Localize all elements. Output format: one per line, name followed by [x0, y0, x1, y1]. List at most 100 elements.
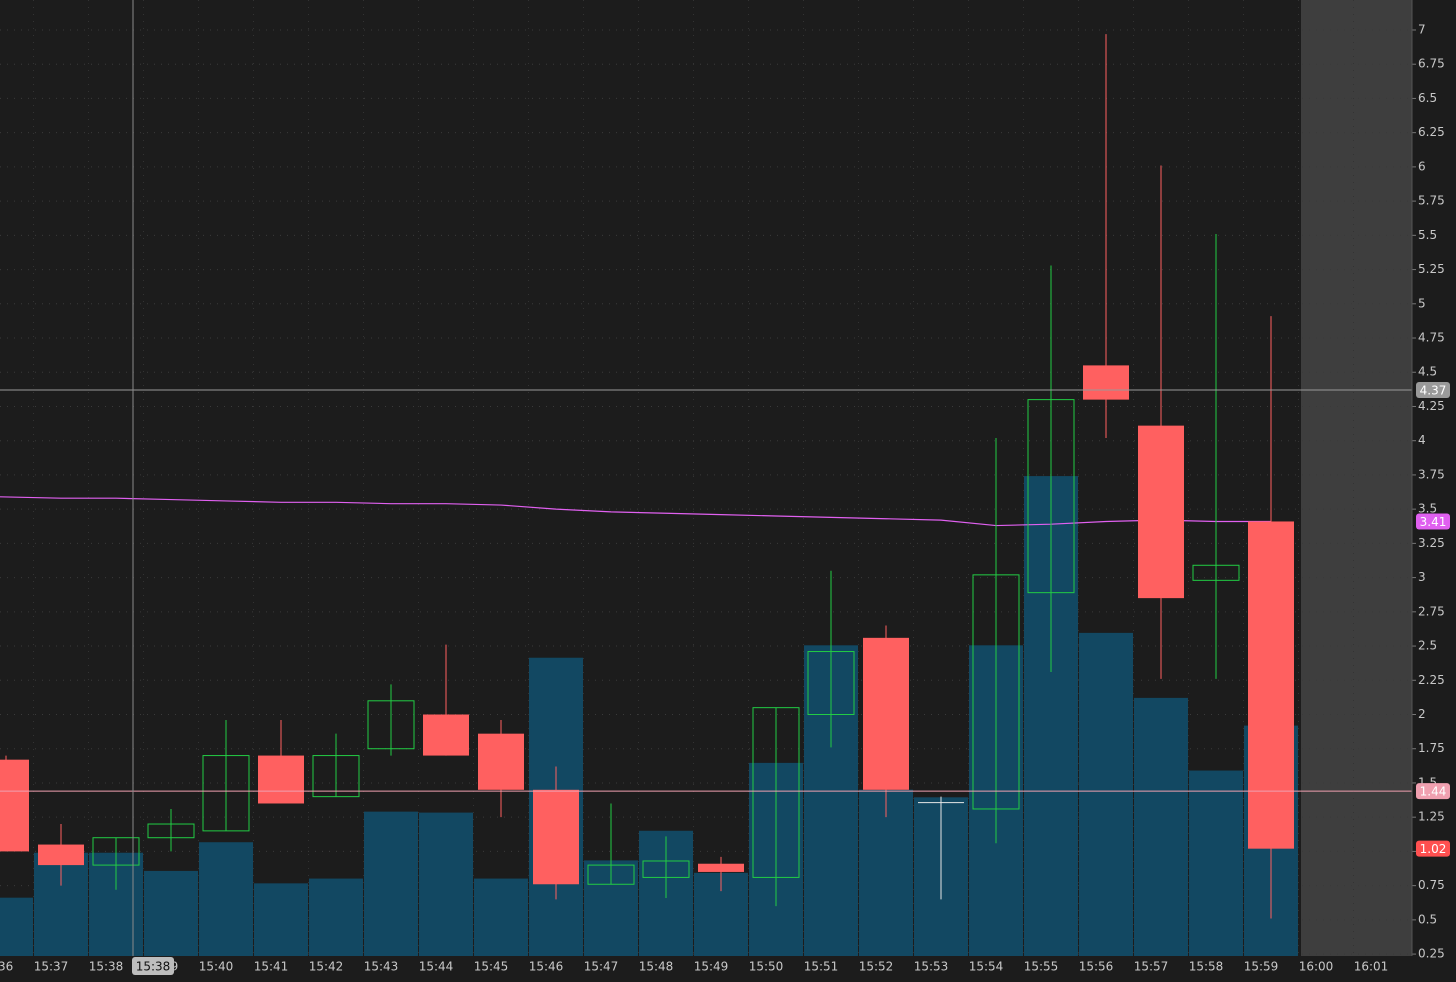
x-tick-label: 15:43 — [364, 960, 399, 974]
x-tick-label: 15:49 — [694, 960, 729, 974]
y-tick-label: 5.75 — [1418, 194, 1445, 208]
candle-body — [698, 863, 744, 872]
after-hours-zone — [1301, 0, 1412, 956]
price-label: 1.02 — [1420, 842, 1447, 856]
x-tick-label: 15:44 — [419, 960, 454, 974]
y-tick-label: 6 — [1418, 159, 1426, 173]
y-tick-label: 4.25 — [1418, 399, 1445, 413]
x-tick-label: 15:59 — [1244, 960, 1279, 974]
vwap-line — [0, 496, 1271, 527]
y-tick-label: 4.75 — [1418, 331, 1445, 345]
x-tick-label: 15:45 — [474, 960, 509, 974]
x-tick-label: 15:55 — [1024, 960, 1059, 974]
candle-body — [38, 844, 84, 866]
candle-body — [752, 707, 800, 878]
x-tick-label: 16:00 — [1299, 960, 1334, 974]
x-tick-label: 15:41 — [254, 960, 289, 974]
x-tick-label: 15:46 — [529, 960, 564, 974]
candle-body — [533, 789, 579, 885]
candle-body — [478, 733, 524, 790]
volume-bar — [364, 811, 418, 956]
x-tick-label: 15:52 — [859, 960, 894, 974]
y-tick-label: 0.25 — [1418, 947, 1445, 961]
y-tick-label: 5 — [1418, 296, 1426, 310]
y-tick-label: 2.75 — [1418, 604, 1445, 618]
volume-bar — [199, 842, 253, 956]
candle-body — [1248, 521, 1294, 849]
volume-bar — [474, 878, 528, 956]
y-tick-label: 2 — [1418, 707, 1426, 721]
candle-body — [312, 755, 360, 798]
price-label-box — [1416, 783, 1450, 800]
volume-bar — [1134, 697, 1188, 956]
y-tick-label: 3 — [1418, 570, 1426, 584]
cursor-time-box — [132, 957, 174, 975]
volume-bar — [254, 883, 308, 956]
cursor-time-label: 15:38 — [136, 960, 171, 974]
candle-body — [863, 637, 909, 790]
price-label: 3.41 — [1420, 515, 1447, 529]
x-tick-label: 15:53 — [914, 960, 949, 974]
x-tick-label: 15:51 — [804, 960, 839, 974]
y-tick-label: 6.5 — [1418, 91, 1437, 105]
price-label-box — [1416, 382, 1450, 399]
volume-bar — [859, 789, 913, 956]
volume-bar — [419, 812, 473, 956]
x-tick-label: 15:48 — [639, 960, 674, 974]
candle-body — [587, 864, 635, 885]
y-tick-label: 3.75 — [1418, 467, 1445, 481]
y-tick-label: 0.5 — [1418, 912, 1437, 926]
x-tick-label: 15:50 — [749, 960, 784, 974]
candle-body — [807, 651, 855, 716]
volume-bar — [1189, 770, 1243, 956]
price-label-box — [1416, 513, 1450, 530]
candle-body — [0, 759, 29, 852]
candle-body — [423, 714, 469, 756]
y-tick-label: 1.75 — [1418, 741, 1445, 755]
price-label-box — [1416, 840, 1450, 857]
candle-body — [1192, 564, 1240, 581]
x-tick-label: 15:58 — [1189, 960, 1224, 974]
y-tick-label: 5.5 — [1418, 228, 1437, 242]
candle-body — [972, 574, 1020, 810]
candle-body — [367, 700, 415, 750]
candle-body — [1027, 399, 1075, 594]
price-label: 1.44 — [1420, 785, 1447, 799]
y-tick-label: 0.75 — [1418, 878, 1445, 892]
x-tick-label: 15:42 — [309, 960, 344, 974]
y-tick-label: 5.25 — [1418, 262, 1445, 276]
y-tick-label: 3.5 — [1418, 502, 1437, 516]
x-tick-label: 16:01 — [1354, 960, 1389, 974]
y-tick-label: 2.5 — [1418, 639, 1437, 653]
x-tick-label: 15:36 — [0, 960, 13, 974]
volume-bar — [0, 897, 33, 956]
x-tick-label: 15:57 — [1134, 960, 1169, 974]
volume-bar — [1079, 632, 1133, 956]
candle-body — [202, 755, 250, 832]
x-tick-label: 15:38 — [89, 960, 124, 974]
x-tick-label: 15:37 — [34, 960, 69, 974]
x-tick-label: 15:40 — [199, 960, 234, 974]
volume-bar — [309, 878, 363, 956]
candle-body — [92, 837, 140, 866]
y-tick-label: 6.25 — [1418, 125, 1445, 139]
y-tick-label: 1.25 — [1418, 810, 1445, 824]
x-tick-label: 15:54 — [969, 960, 1004, 974]
candle-body — [642, 860, 690, 878]
y-tick-label: 2.25 — [1418, 673, 1445, 687]
x-tick-label: 15:47 — [584, 960, 619, 974]
candle-body — [258, 755, 304, 804]
y-tick-label: 4.5 — [1418, 365, 1437, 379]
volume-bar — [144, 870, 198, 956]
candle-body — [1083, 365, 1129, 400]
candle-body — [147, 823, 195, 839]
y-tick-label: 6.75 — [1418, 57, 1445, 71]
y-tick-label: 4 — [1418, 433, 1426, 447]
y-tick-label: 3.25 — [1418, 536, 1445, 550]
candle-body — [1138, 425, 1184, 599]
x-tick-label: 15:56 — [1079, 960, 1114, 974]
candle-layer — [0, 34, 1412, 919]
